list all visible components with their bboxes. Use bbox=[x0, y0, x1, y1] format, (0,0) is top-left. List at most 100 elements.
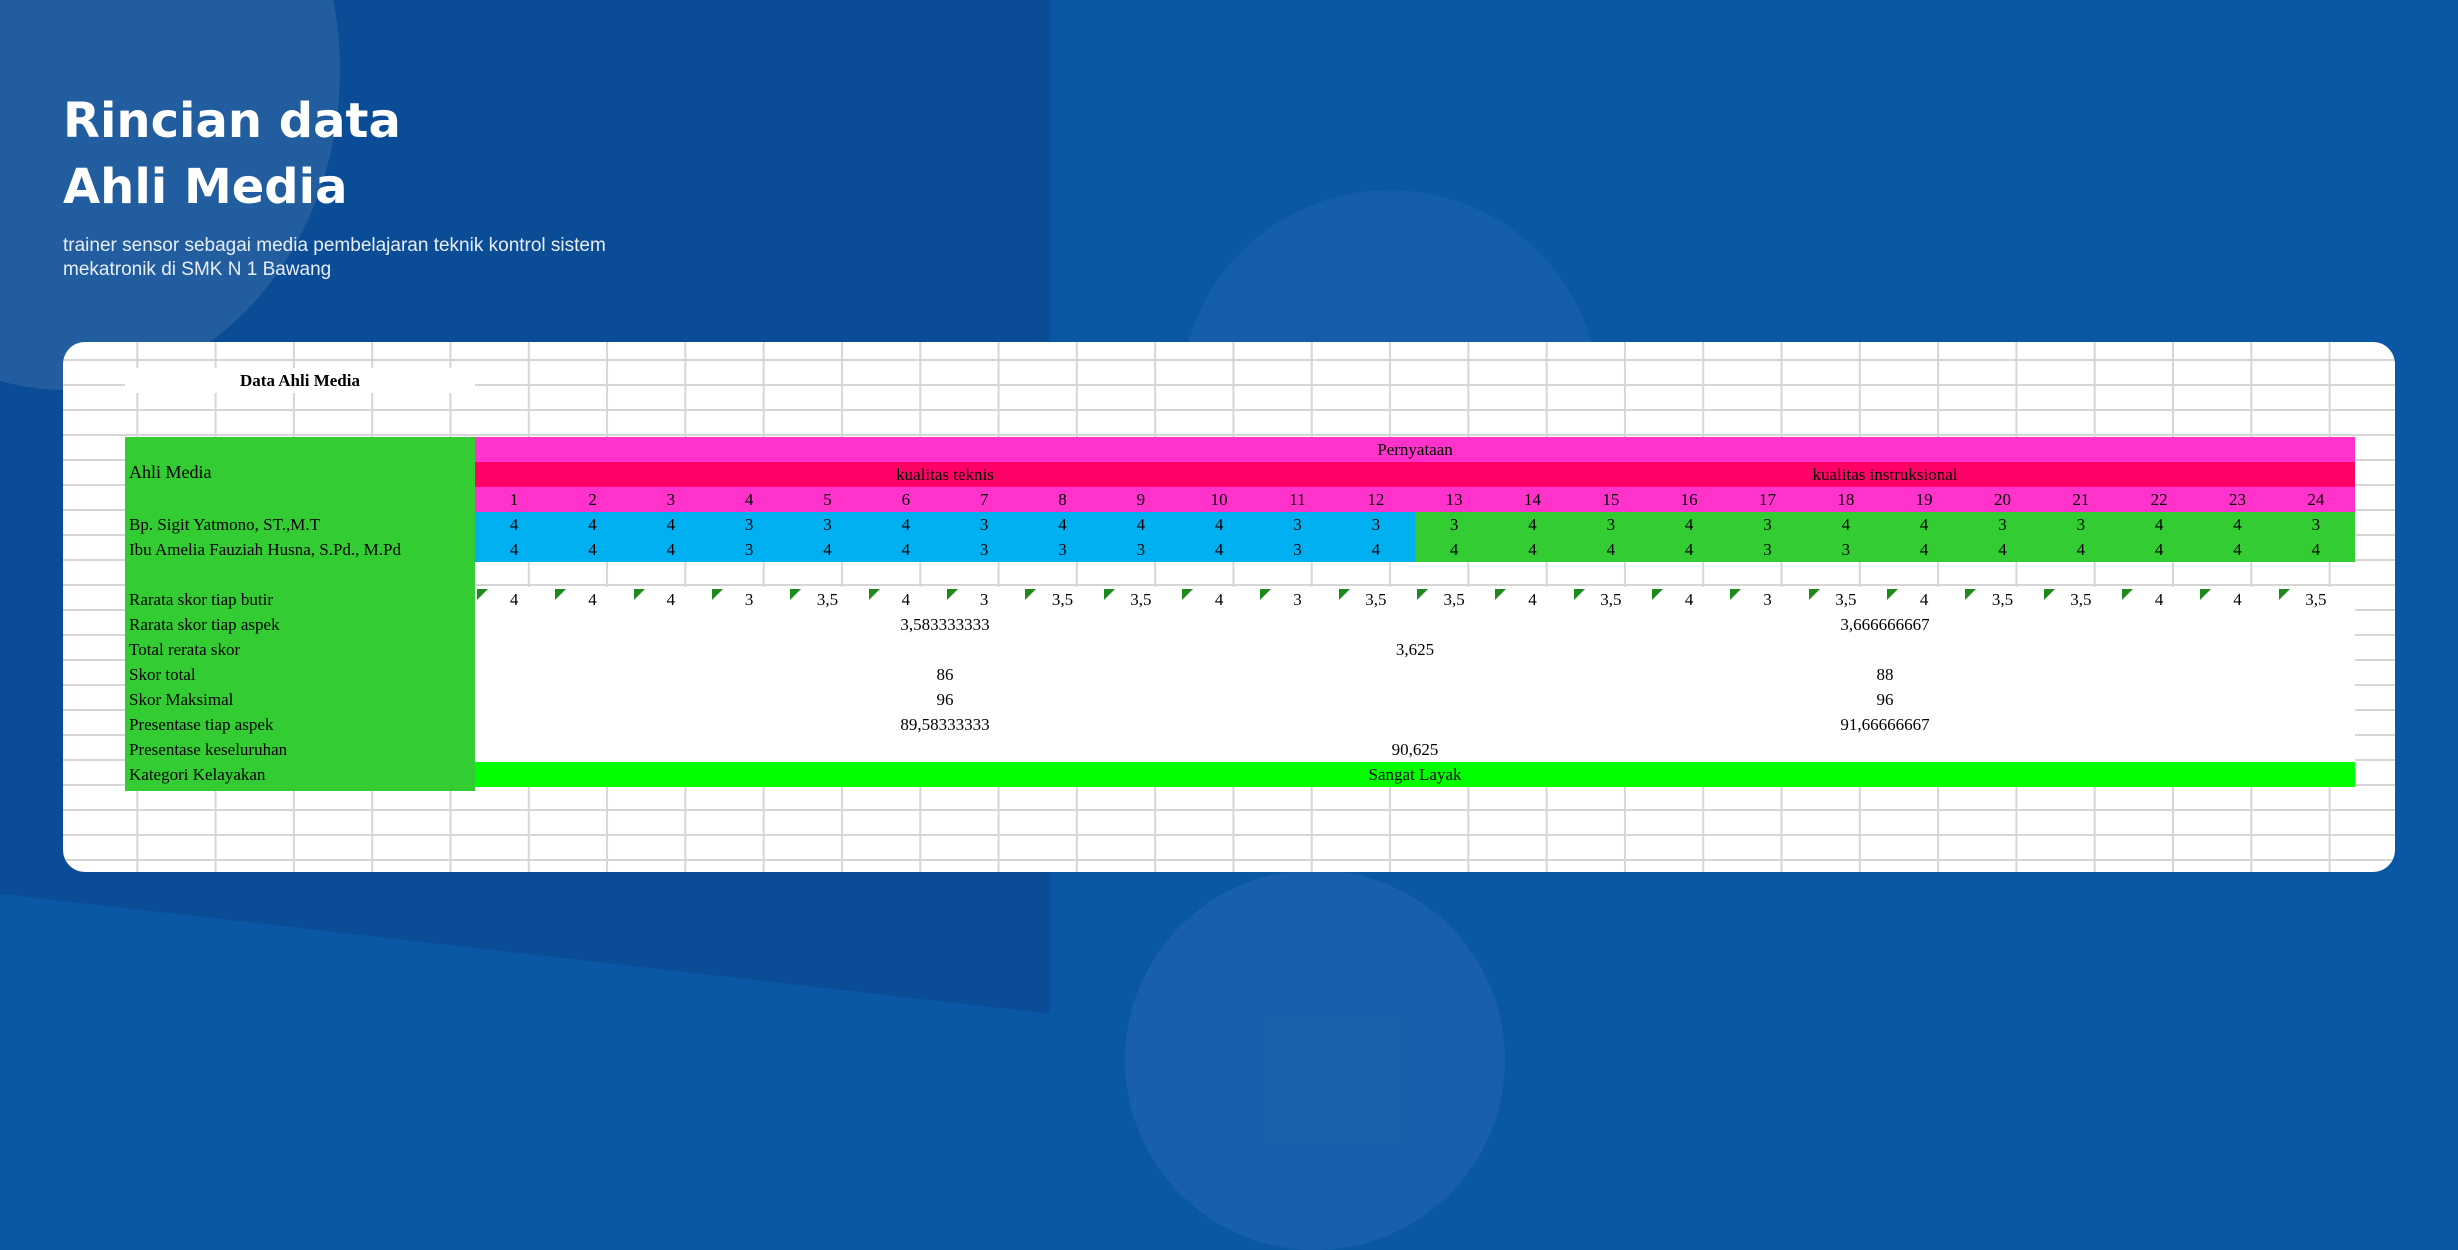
rarata-butir-value: 4 bbox=[1493, 587, 1572, 612]
presentase-keseluruhan-value: 90,625 bbox=[475, 737, 2355, 762]
skor-maksimal-row: Skor Maksimal 96 96 bbox=[125, 687, 2355, 712]
expert-score: 4 bbox=[2198, 512, 2277, 537]
rarata-aspek-label: Rarata skor tiap aspek bbox=[129, 615, 280, 634]
expert-score: 4 bbox=[2041, 537, 2120, 562]
item-number: 8 bbox=[1058, 490, 1067, 509]
expert-score: 3 bbox=[945, 537, 1024, 562]
item-number: 10 bbox=[1210, 490, 1228, 509]
kategori-value: Sangat Layak bbox=[475, 762, 2355, 787]
item-number: 15 bbox=[1602, 490, 1620, 509]
rarata-butir-value: 3,5 bbox=[1571, 587, 1650, 612]
expert-score: 4 bbox=[1493, 512, 1572, 537]
rarata-aspek-instruksional: 3,666666667 bbox=[1415, 612, 2355, 637]
skor-maksimal-instruksional: 96 bbox=[1415, 687, 2355, 712]
expert-score: 3 bbox=[1415, 512, 1494, 537]
expert-score: 4 bbox=[1336, 537, 1415, 562]
rarata-butir-text: 3,5 bbox=[1600, 590, 1622, 609]
rarata-butir-text: 4 bbox=[901, 590, 911, 609]
rarata-butir-text: 3,5 bbox=[2070, 590, 2092, 609]
item-number: 24 bbox=[2307, 490, 2325, 509]
item-number-row: 1 2 3 4 5 6 7 8 9 10 11 12 13 14 15 16 17 18 19 20 21 22 23 24 bbox=[475, 487, 2355, 512]
expert-score: 4 bbox=[1571, 537, 1650, 562]
item-number: 20 bbox=[1993, 490, 2011, 509]
expert-score: 3 bbox=[1258, 512, 1337, 537]
error-indicator-icon bbox=[1730, 589, 1742, 600]
total-rerata-value: 3,625 bbox=[475, 637, 2355, 662]
rarata-aspek-row: Rarata skor tiap aspek 3,583333333 3,666… bbox=[125, 612, 2355, 637]
expert-score: 4 bbox=[1493, 537, 1572, 562]
expert-score: 4 bbox=[475, 512, 554, 537]
expert-score: 3 bbox=[1806, 537, 1885, 562]
error-indicator-icon bbox=[2043, 589, 2055, 600]
rarata-butir-value: 4 bbox=[866, 587, 945, 612]
item-number: 6 bbox=[901, 490, 911, 509]
page-title: Rincian data Ahli Media bbox=[63, 88, 623, 220]
expert-score: 3 bbox=[2276, 512, 2355, 537]
item-number: 14 bbox=[1523, 490, 1541, 509]
rarata-butir-value: 3 bbox=[945, 587, 1024, 612]
error-indicator-icon bbox=[1103, 589, 1115, 600]
expert-score: 4 bbox=[866, 537, 945, 562]
expert-score: 3 bbox=[710, 537, 789, 562]
item-number: 18 bbox=[1837, 490, 1855, 509]
rarata-butir-text: 3,5 bbox=[1991, 590, 2014, 609]
presentase-keseluruhan-row: Presentase keseluruhan 90,625 bbox=[125, 737, 2355, 762]
rarata-butir-value: 4 bbox=[1885, 587, 1964, 612]
error-indicator-icon bbox=[2278, 589, 2290, 600]
expert-name: Ibu Amelia Fauziah Husna, S.Pd., M.Pd bbox=[129, 540, 401, 559]
expert-score: 4 bbox=[788, 537, 867, 562]
rarata-butir-text: 4 bbox=[2233, 590, 2242, 609]
rarata-butir-value: 4 bbox=[1180, 587, 1259, 612]
skor-total-instruksional: 88 bbox=[1415, 662, 2355, 687]
error-indicator-icon bbox=[1260, 589, 1272, 600]
skor-maksimal-teknis: 96 bbox=[475, 687, 1415, 712]
rarata-butir-row: Rarata skor tiap butir 4 4 4 3 3,5 4 3 3,5 3,5 4 3… bbox=[125, 587, 2355, 612]
error-indicator-icon bbox=[1965, 589, 1977, 600]
aspek-row: kualitas teknis kualitas instruksional bbox=[475, 462, 2355, 487]
title-line-2: Ahli Media bbox=[63, 159, 348, 215]
presentase-aspek-instruksional: 91,66666667 bbox=[1415, 712, 2355, 737]
kategori-row: Kategori Kelayakan Sangat Layak bbox=[125, 762, 2355, 787]
pernyataan-header: Pernyataan bbox=[475, 437, 2355, 462]
presentase-aspek-label: Presentase tiap aspek bbox=[129, 715, 274, 734]
error-indicator-icon bbox=[868, 589, 880, 600]
expert-score: 3 bbox=[1728, 512, 1807, 537]
item-number: 16 bbox=[1680, 490, 1698, 509]
rarata-butir-value: 4 bbox=[2120, 587, 2199, 612]
spreadsheet-card: Data Ahli Media Ahli Media Pernyataan ku… bbox=[63, 342, 2395, 872]
item-number: 17 bbox=[1758, 490, 1776, 509]
rarata-butir-label: Rarata skor tiap butir bbox=[129, 590, 273, 609]
expert-score: 3 bbox=[788, 512, 867, 537]
title-line-1: Rincian data bbox=[63, 93, 401, 149]
presentase-aspek-row: Presentase tiap aspek 89,58333333 91,666… bbox=[125, 712, 2355, 737]
error-indicator-icon bbox=[790, 589, 802, 600]
rarata-butir-text: 4 bbox=[1919, 590, 1929, 609]
rarata-butir-text: 3 bbox=[1763, 590, 1772, 609]
error-indicator-icon bbox=[1573, 589, 1585, 600]
page-header: Rincian data Ahli Media trainer sensor s… bbox=[63, 88, 623, 282]
sheet-title-row: Data Ahli Media bbox=[125, 368, 2355, 393]
sheet-title: Data Ahli Media bbox=[125, 368, 475, 393]
error-indicator-icon bbox=[477, 589, 488, 600]
header-label: Ahli Media bbox=[129, 462, 212, 482]
rarata-butir-value: 3,5 bbox=[1415, 587, 1494, 612]
item-number: 11 bbox=[1289, 490, 1306, 509]
expert-score: 4 bbox=[631, 537, 710, 562]
rarata-butir-value: 3 bbox=[1728, 587, 1807, 612]
expert-score: 4 bbox=[1885, 512, 1964, 537]
error-indicator-icon bbox=[633, 589, 645, 600]
kategori-label: Kategori Kelayakan bbox=[129, 765, 266, 784]
expert-score: 4 bbox=[2198, 537, 2277, 562]
error-indicator-icon bbox=[1338, 589, 1350, 600]
expert-score: 3 bbox=[945, 512, 1024, 537]
error-indicator-icon bbox=[1025, 589, 1037, 600]
expert-score: 3 bbox=[1728, 537, 1807, 562]
item-number: 1 bbox=[509, 490, 519, 509]
rarata-butir-value: 3,5 bbox=[2041, 587, 2120, 612]
rarata-butir-value: 3,5 bbox=[788, 587, 867, 612]
item-number: 19 bbox=[1915, 490, 1933, 509]
expert-score: 3 bbox=[1258, 537, 1337, 562]
pernyataan-row: Pernyataan bbox=[475, 437, 2355, 462]
